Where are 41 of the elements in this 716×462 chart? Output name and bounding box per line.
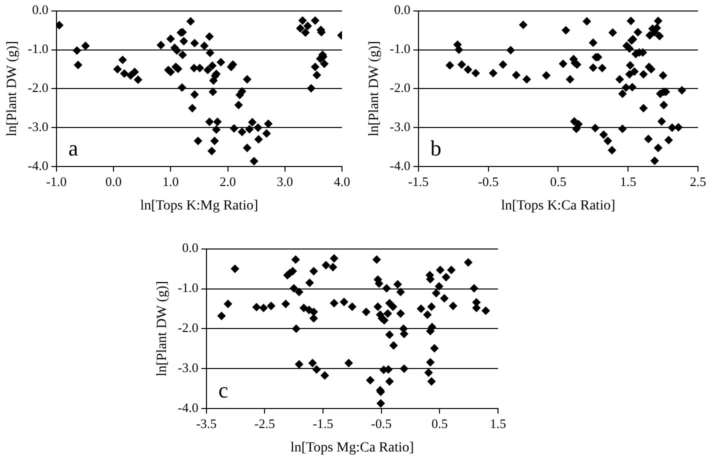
x-tick-label: 0.5 xyxy=(550,174,566,189)
y-tick-label: -3.0 xyxy=(178,360,198,376)
annotation: a xyxy=(68,135,78,160)
annotation: b xyxy=(430,135,442,160)
x-tick-label: 2.5 xyxy=(690,174,706,189)
y-tick-label: 0.0 xyxy=(32,2,48,18)
x-tick-label: -1.0 xyxy=(46,174,67,189)
x-tick-label: -2.5 xyxy=(254,416,275,431)
x-tick-label: -1.5 xyxy=(408,174,429,189)
y-tick-label: -4.0 xyxy=(28,158,48,174)
x-tick-label: 0.0 xyxy=(105,174,122,189)
x-tick-label: -3.5 xyxy=(196,416,217,431)
y-tick-label: -1.0 xyxy=(390,41,410,56)
y-tick-label: 0.0 xyxy=(394,2,410,18)
x-tick-label: 2.0 xyxy=(220,174,236,189)
x-tick-label: -1.5 xyxy=(312,416,334,431)
y-tick-label: -2.0 xyxy=(390,80,410,96)
y-tick-label: -2.0 xyxy=(28,80,48,96)
x-axis-title: ln[Tops Mg:Ca Ratio] xyxy=(290,440,414,456)
y-axis-title: ln[Plant DW (g)] xyxy=(367,41,382,136)
x-tick-label: -0.5 xyxy=(478,174,499,189)
y-tick-label: 0.0 xyxy=(182,240,198,256)
y-tick-label: -4.0 xyxy=(178,400,198,416)
y-tick-label: -2.0 xyxy=(178,320,198,336)
x-tick-label: 1.5 xyxy=(490,416,506,431)
y-tick-label: -1.0 xyxy=(178,280,198,296)
y-tick-label: -1.0 xyxy=(28,41,48,56)
y-axis-title: ln[Plant DW (g)] xyxy=(155,281,170,376)
y-tick-label: -4.0 xyxy=(390,158,410,174)
x-tick-label: 1.5 xyxy=(620,174,636,189)
y-axis-title: ln[Plant DW (g)] xyxy=(5,41,20,136)
y-tick-label: -3.0 xyxy=(28,119,48,134)
x-tick-label: 4.0 xyxy=(334,174,350,189)
x-tick-label: -0.5 xyxy=(371,416,392,431)
x-tick-label: 1.0 xyxy=(162,174,179,189)
x-tick-label: 3.0 xyxy=(276,174,293,189)
annotation: c xyxy=(218,377,228,402)
x-tick-label: 0.5 xyxy=(432,416,448,431)
x-axis-title: ln[Tops K:Mg Ratio] xyxy=(140,198,258,214)
y-tick-label: -3.0 xyxy=(390,119,410,134)
x-axis-title: ln[Tops K:Ca Ratio] xyxy=(501,198,616,214)
